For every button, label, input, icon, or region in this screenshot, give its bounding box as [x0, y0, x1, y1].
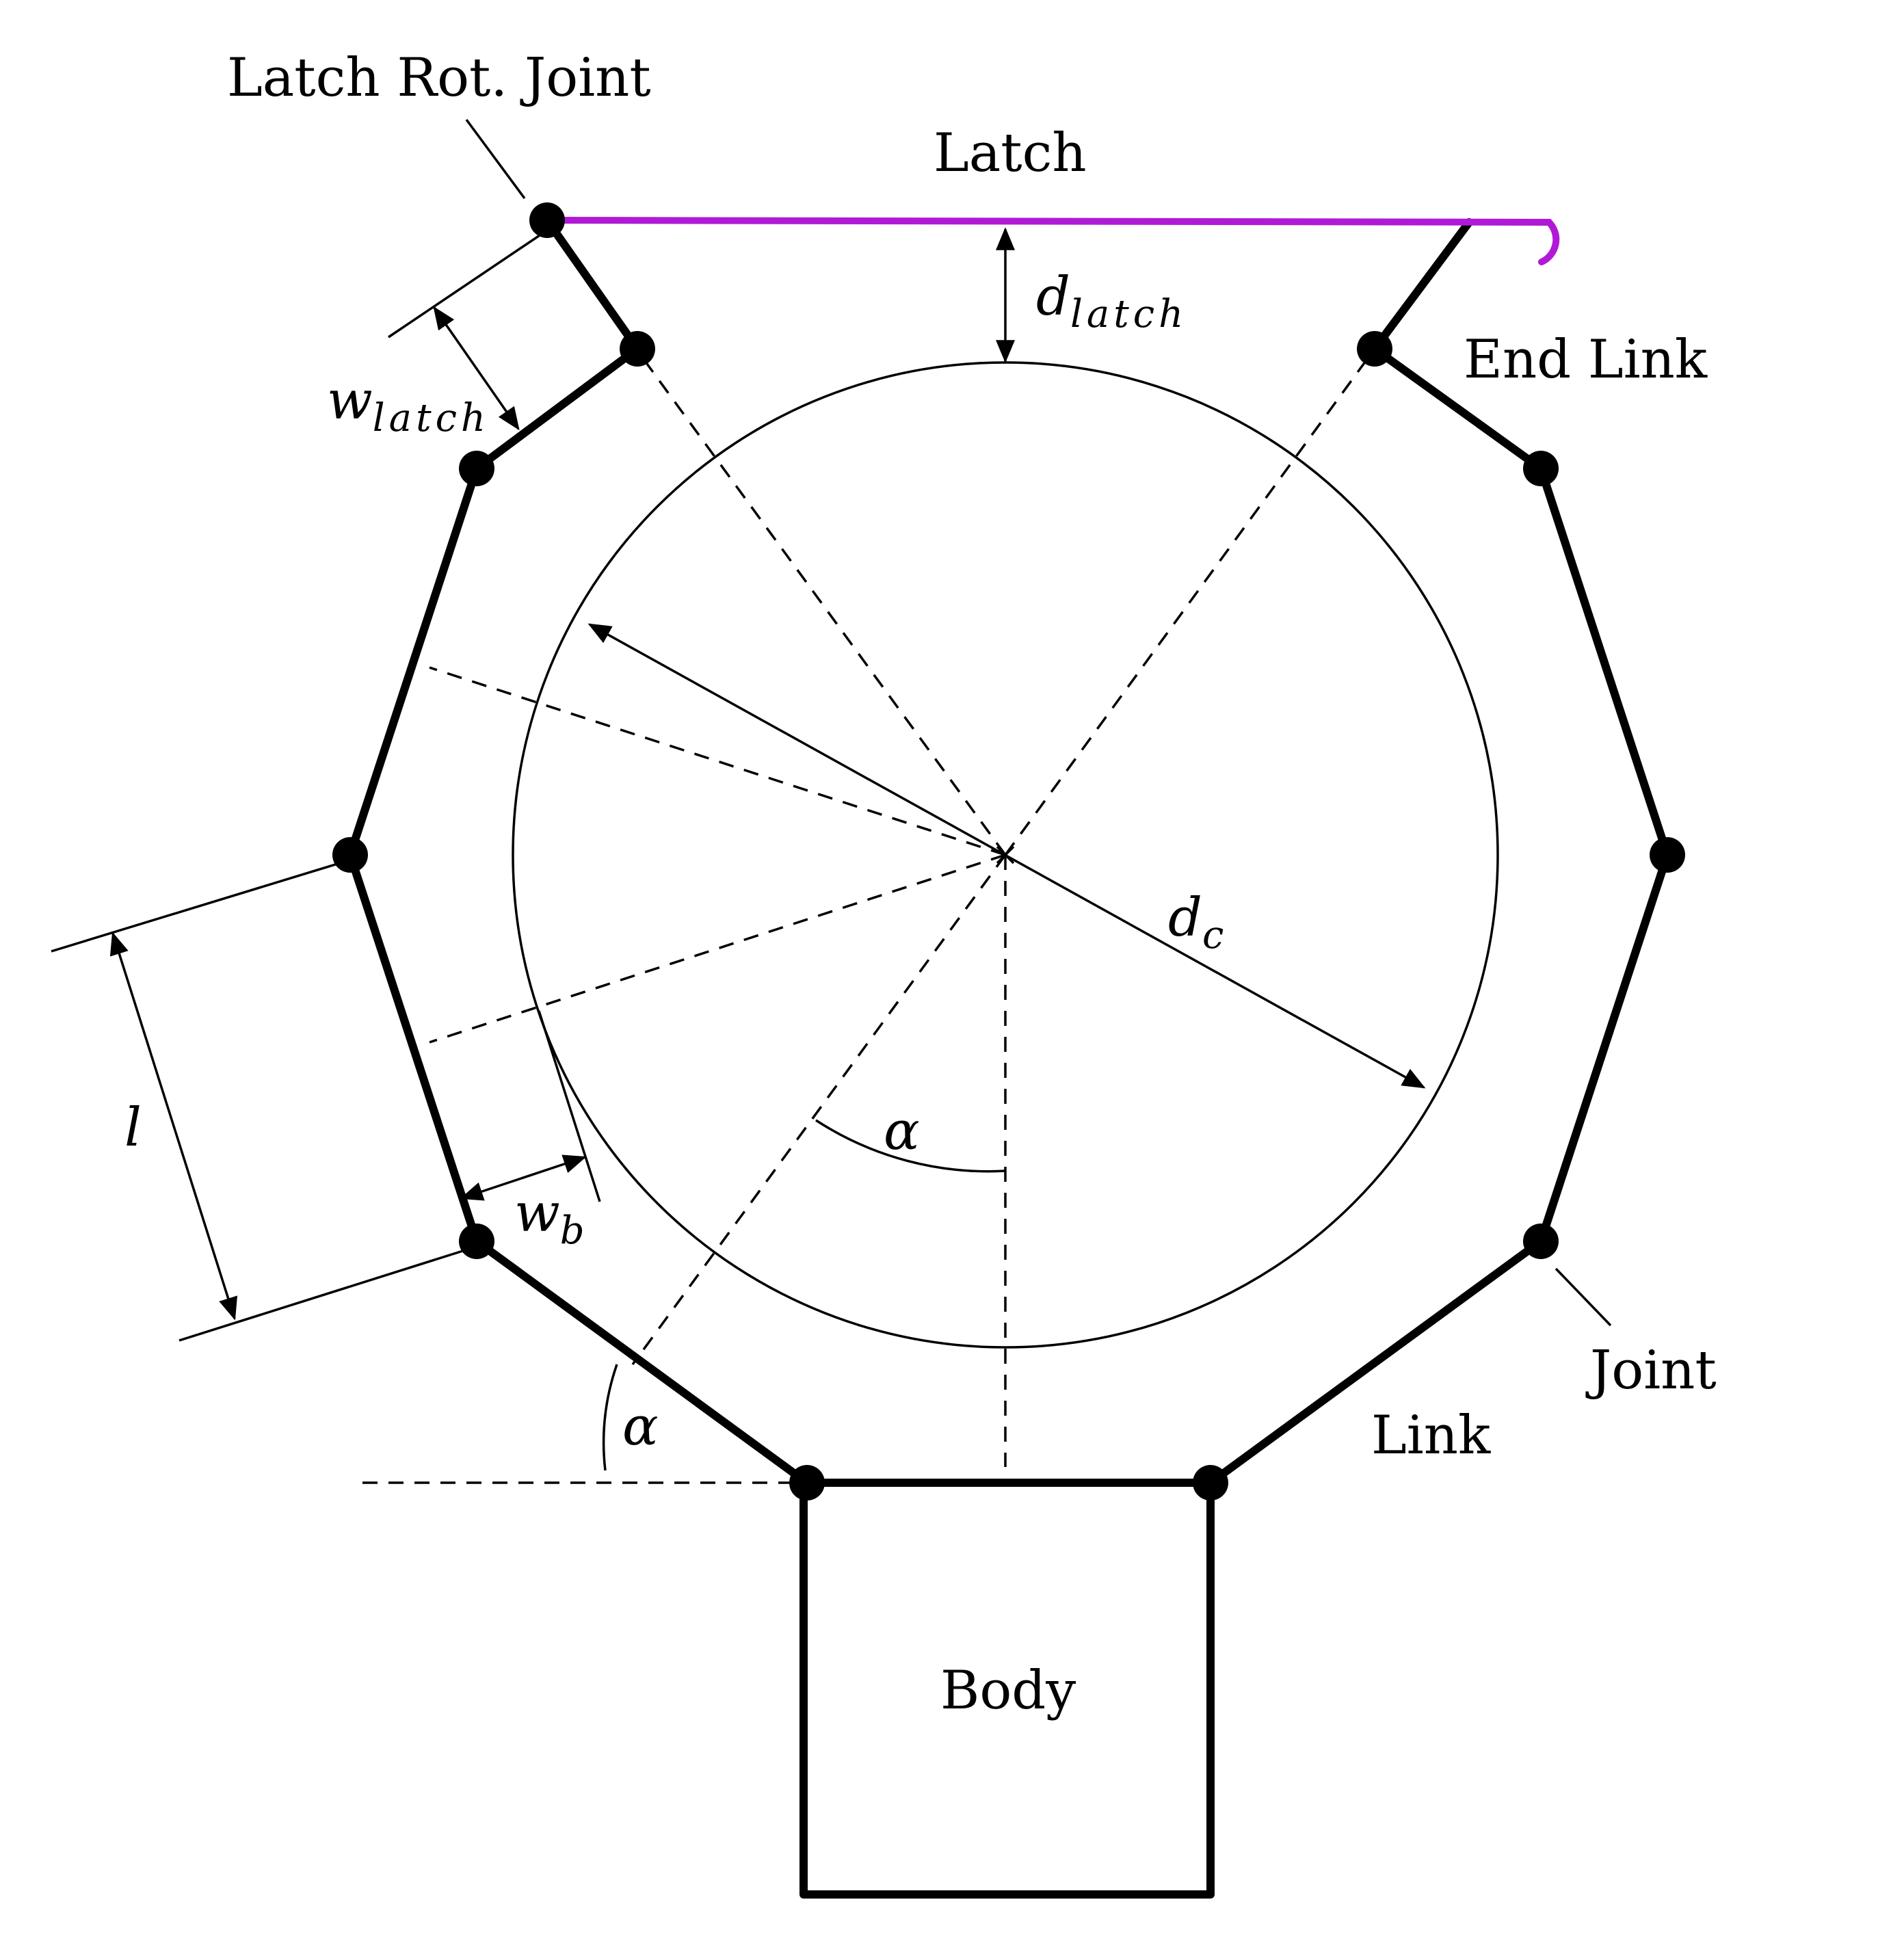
d-latch-sub: latch: [1070, 292, 1187, 336]
right-link-chain: [1206, 218, 1671, 1487]
latch-rot-joint-label: Latch Rot. Joint: [227, 47, 651, 109]
dashed-ray-upper-right: [1004, 347, 1376, 856]
end-link-label: End Link: [1464, 329, 1708, 391]
joint-dot: [620, 331, 655, 367]
dashed-ray-lower-left: [631, 854, 1007, 1366]
w-b-arrow: [460, 1154, 587, 1201]
joint-dot: [789, 1465, 825, 1501]
joint-leader: [1555, 1267, 1612, 1327]
w-latch-label: wlatch: [327, 370, 490, 440]
w-latch-sub: latch: [373, 396, 490, 440]
joint-dot: [1650, 837, 1685, 873]
latch-label: Latch: [934, 122, 1087, 184]
dashed-ray-left-upper: [429, 666, 1006, 856]
dashed-ray-upper-left: [635, 347, 1007, 856]
w-b-sub: b: [560, 1208, 585, 1253]
joint-label: Joint: [1585, 1340, 1717, 1401]
l-extension-lower: [178, 1249, 466, 1342]
l-extension-upper: [51, 859, 349, 953]
alpha-center-label: α: [884, 1100, 920, 1162]
link-label: Link: [1371, 1405, 1491, 1466]
d-c-sub: c: [1202, 913, 1224, 957]
alpha-arc-lower: [602, 1364, 618, 1471]
w-b-label: wb: [514, 1182, 585, 1253]
latch-hook: [544, 217, 1560, 265]
latch-rot-joint-leader: [465, 118, 526, 200]
alpha-lower-label: α: [622, 1396, 659, 1457]
joint-dot: [1523, 1224, 1559, 1259]
body-box: [799, 1479, 1215, 1899]
w-b-base: w: [514, 1182, 560, 1244]
joint-dot: [1193, 1465, 1228, 1501]
body-label: Body: [940, 1660, 1076, 1721]
d-c-label: dc: [1168, 887, 1224, 957]
l-arrow: [109, 931, 238, 1321]
left-link-chain: [346, 216, 811, 1487]
l-label: l: [124, 1097, 142, 1159]
d-c-base: d: [1168, 887, 1202, 949]
w-b-extension-line: [538, 1010, 601, 1202]
joint-dot: [1523, 451, 1559, 486]
link-chain: [346, 216, 1671, 1487]
joint-dot: [459, 1224, 494, 1259]
dashed-ray-left-lower: [429, 854, 1006, 1044]
d-latch-base: d: [1036, 266, 1070, 328]
joint-dot: [1357, 331, 1392, 367]
diameter-arrow: [587, 623, 1426, 1089]
w-latch-arrow: [433, 306, 520, 431]
w-latch-base: w: [327, 370, 373, 432]
d-latch-label: dlatch: [1036, 266, 1187, 336]
joint-dot: [529, 202, 565, 238]
joint-dot: [459, 451, 494, 486]
joints: [332, 202, 1685, 1501]
w-latch-extension-line: [388, 224, 555, 339]
alpha-arc-center: [815, 1119, 1006, 1173]
joint-dot: [332, 837, 368, 873]
